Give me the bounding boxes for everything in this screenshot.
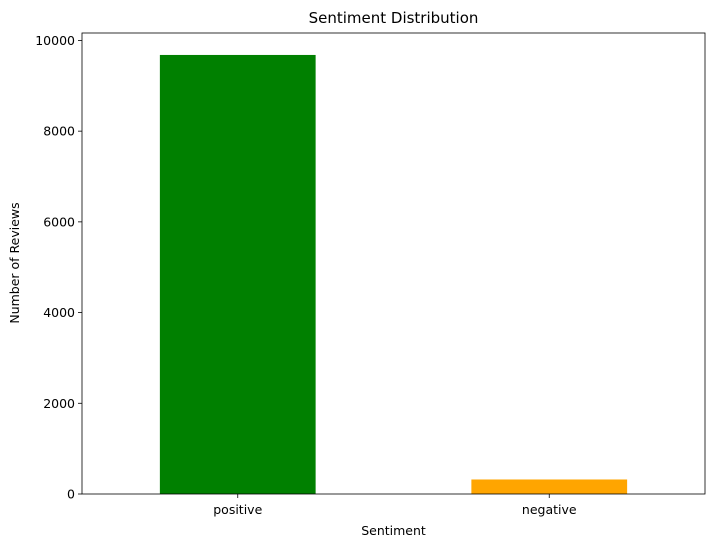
axes-frame	[81, 32, 706, 495]
y-tick-label: 4000	[43, 305, 75, 320]
y-axis-label: Number of Reviews	[7, 202, 22, 323]
y-tick-label: 6000	[43, 214, 75, 229]
y-tick-label: 10000	[35, 33, 75, 48]
y-tick-label: 2000	[43, 396, 75, 411]
x-axis-label: Sentiment	[361, 523, 426, 538]
x-tick-label-positive: positive	[213, 502, 262, 517]
y-tick-label: 8000	[43, 124, 75, 139]
x-tick-label-negative: negative	[522, 502, 577, 517]
y-tick-label: 0	[67, 487, 75, 502]
bar-positive	[159, 54, 316, 494]
plot-area: positive negative 0 2000 4000 6000 8000 10000	[35, 32, 706, 517]
bar-negative	[471, 479, 628, 494]
chart-title: Sentiment Distribution	[309, 9, 479, 27]
